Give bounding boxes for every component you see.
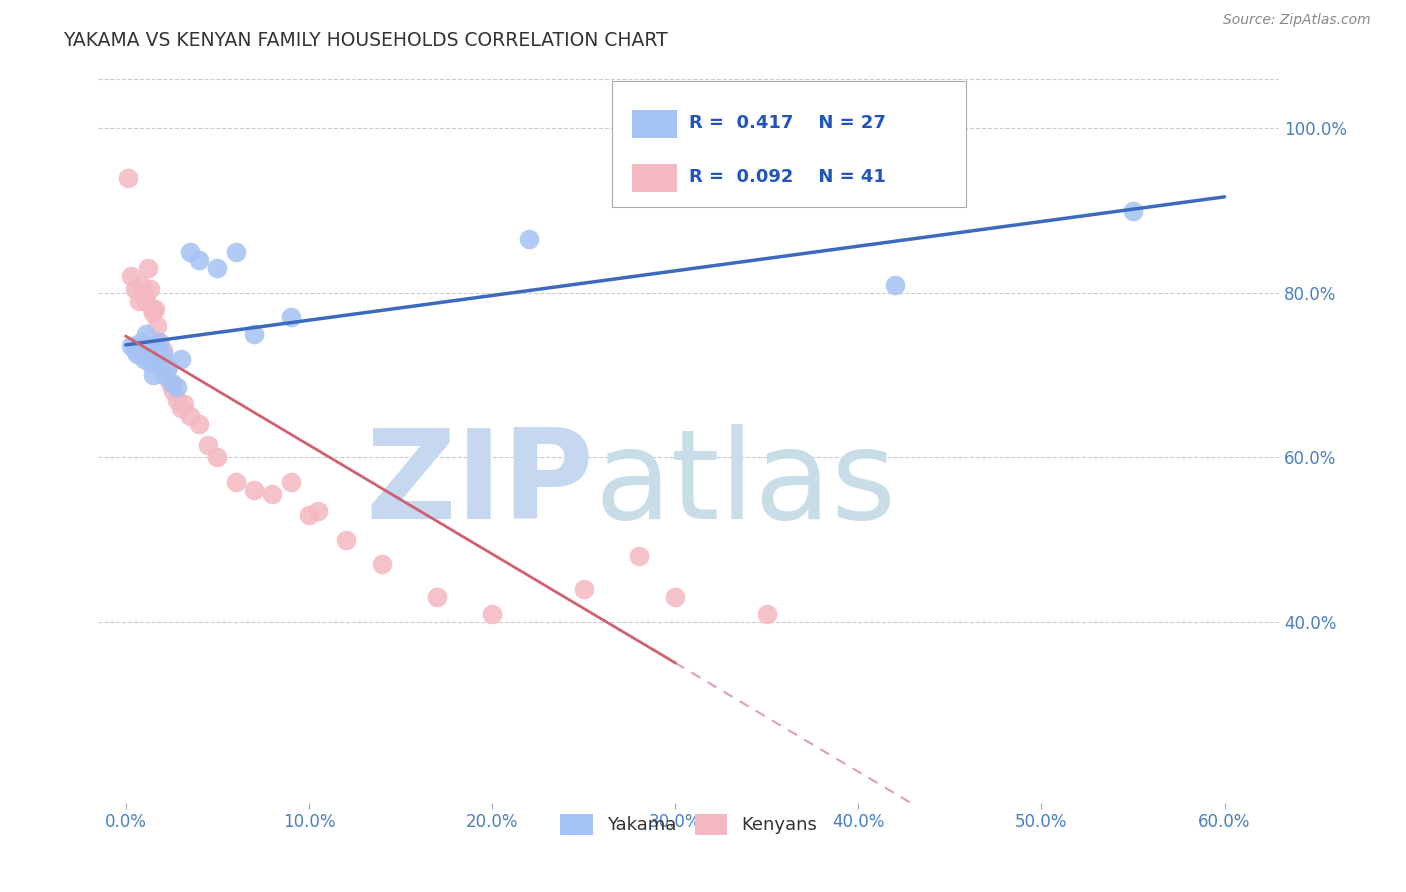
Point [371, 558, 394, 572]
Point [755, 607, 778, 621]
Point [170, 351, 193, 366]
Point [280, 310, 302, 325]
Point [884, 277, 907, 292]
Point [481, 607, 503, 621]
Point [155, 364, 177, 378]
Point [159, 376, 181, 391]
Point [136, 261, 159, 276]
Point [225, 244, 247, 259]
Point [138, 282, 160, 296]
FancyBboxPatch shape [633, 164, 678, 192]
Point [146, 318, 169, 333]
Point [128, 293, 150, 308]
Point [160, 376, 183, 391]
Point [179, 244, 201, 259]
Point [152, 343, 174, 358]
Point [170, 401, 193, 415]
Point [572, 582, 595, 596]
Point [134, 285, 156, 300]
Point [153, 368, 176, 382]
Point [426, 590, 449, 604]
Point [243, 326, 266, 341]
Point [1122, 203, 1144, 218]
Point [627, 549, 650, 563]
Point [124, 343, 146, 358]
Point [225, 475, 247, 489]
Point [135, 326, 157, 341]
Point [207, 261, 229, 276]
Point [134, 351, 156, 366]
Legend: Yakama, Kenyans: Yakama, Kenyans [553, 806, 825, 842]
Point [120, 339, 142, 353]
FancyBboxPatch shape [633, 110, 678, 138]
Point [129, 335, 152, 350]
Point [207, 450, 229, 465]
Point [197, 438, 219, 452]
Point [117, 170, 139, 185]
Point [517, 232, 540, 246]
Point [141, 302, 163, 317]
Point [129, 277, 152, 292]
Point [149, 351, 172, 366]
Point [166, 380, 188, 394]
Point [156, 359, 179, 374]
Point [125, 347, 148, 361]
Point [153, 356, 176, 370]
Point [243, 483, 266, 498]
Point [138, 356, 160, 370]
Point [173, 397, 195, 411]
Point [146, 351, 169, 366]
Point [188, 417, 211, 432]
Point [307, 504, 329, 518]
Point [298, 508, 321, 522]
Text: atlas: atlas [595, 424, 897, 545]
Point [179, 409, 201, 424]
Point [664, 590, 686, 604]
Text: Source: ZipAtlas.com: Source: ZipAtlas.com [1223, 13, 1371, 28]
Point [188, 252, 211, 267]
Point [135, 293, 157, 308]
Point [142, 368, 165, 382]
Point [143, 339, 166, 353]
Point [148, 335, 170, 350]
Point [143, 302, 166, 317]
Text: R =  0.092    N = 41: R = 0.092 N = 41 [689, 169, 886, 186]
Point [136, 343, 159, 358]
Point [262, 487, 284, 501]
Point [162, 384, 184, 399]
Point [148, 335, 170, 350]
Text: YAKAMA VS KENYAN FAMILY HOUSEHOLDS CORRELATION CHART: YAKAMA VS KENYAN FAMILY HOUSEHOLDS CORRE… [63, 31, 668, 50]
Point [166, 392, 188, 407]
Text: R =  0.417    N = 27: R = 0.417 N = 27 [689, 114, 886, 132]
Point [142, 306, 165, 320]
FancyBboxPatch shape [612, 81, 966, 207]
Point [124, 282, 146, 296]
Point [152, 347, 174, 361]
Text: ZIP: ZIP [366, 424, 595, 545]
Point [335, 533, 357, 547]
Point [280, 475, 302, 489]
Point [120, 269, 142, 284]
